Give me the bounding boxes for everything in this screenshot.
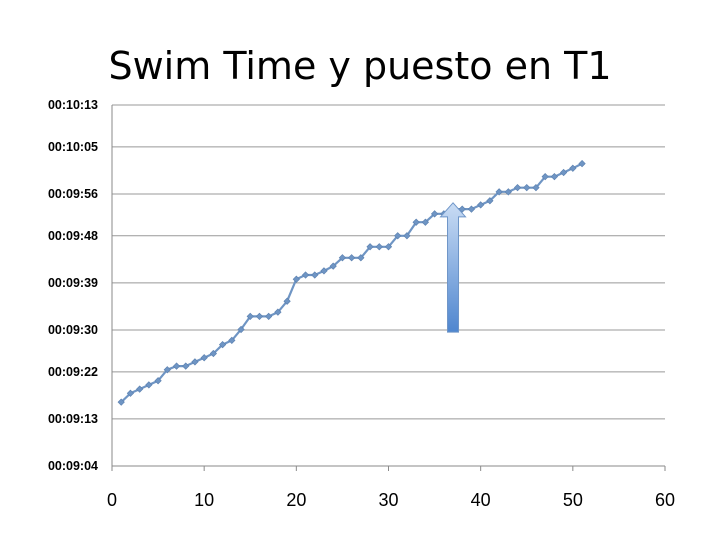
data-point: [338, 254, 347, 262]
data-point: [357, 254, 365, 262]
gridlines: [112, 104, 665, 420]
data-point: [523, 184, 531, 192]
series: [117, 159, 586, 406]
data-point: [163, 366, 171, 374]
data-point: [578, 159, 586, 168]
data-point: [301, 271, 310, 279]
data-point: [246, 312, 254, 320]
y-tick-label: 00:10:05: [48, 140, 98, 154]
data-point: [145, 381, 153, 389]
data-point: [559, 168, 568, 177]
y-tick-label: 00:09:48: [48, 229, 98, 243]
y-tick-label: 00:09:22: [48, 365, 98, 379]
x-tick-label: 60: [655, 490, 675, 510]
x-axis-ticks: 0 10 20 30 40 50 60: [107, 490, 675, 510]
data-point: [274, 308, 282, 316]
data-point: [292, 275, 300, 283]
data-point: [541, 173, 549, 181]
data-point: [209, 349, 218, 358]
data-point: [384, 243, 393, 251]
up-arrow-icon: [439, 202, 467, 333]
data-point: [430, 210, 439, 218]
data-point: [329, 262, 337, 270]
chart-title: Swim Time y puesto en T1: [108, 44, 612, 88]
x-tick-label: 20: [286, 490, 306, 510]
data-point: [154, 377, 162, 385]
data-point: [394, 232, 402, 240]
x-tick-label: 10: [194, 490, 214, 510]
data-point: [477, 201, 485, 209]
data-point: [200, 354, 208, 362]
data-point: [320, 267, 328, 275]
data-point: [136, 385, 144, 393]
axes: [111, 105, 666, 471]
y-tick-label: 00:09:30: [48, 323, 98, 337]
annotation-layer: [439, 202, 467, 333]
data-point: [182, 362, 190, 370]
data-point: [569, 164, 577, 172]
data-point: [172, 362, 181, 370]
x-tick-label: 40: [471, 490, 491, 510]
data-point: [467, 205, 476, 213]
x-tick-label: 0: [107, 490, 117, 510]
data-point: [375, 243, 383, 251]
data-point: [218, 340, 227, 349]
x-tick-label: 30: [378, 490, 398, 510]
data-point: [486, 197, 494, 205]
data-point: [283, 297, 291, 305]
y-tick-label: 00:09:39: [48, 276, 98, 290]
x-tick-label: 50: [563, 490, 583, 510]
data-point: [237, 325, 245, 334]
data-point: [348, 254, 356, 262]
y-tick-label: 00:10:13: [48, 98, 98, 112]
data-point: [504, 188, 512, 196]
data-point: [255, 312, 264, 320]
data-point: [126, 389, 135, 397]
y-tick-label: 00:09:56: [48, 187, 98, 201]
data-point: [265, 312, 273, 320]
y-tick-label: 00:09:04: [48, 459, 98, 473]
data-point: [403, 232, 411, 240]
data-point: [228, 336, 236, 345]
y-axis-ticks: 00:09:04 00:09:13 00:09:22 00:09:30 00:09:39…: [48, 98, 98, 473]
data-point: [421, 218, 429, 226]
data-point: [117, 398, 125, 406]
data-point: [191, 358, 199, 366]
data-point: [513, 184, 522, 192]
y-tick-label: 00:09:13: [48, 412, 98, 426]
data-point: [311, 271, 319, 279]
data-point: [366, 243, 374, 251]
data-point: [412, 218, 420, 226]
data-point: [550, 173, 559, 181]
data-point: [495, 188, 503, 196]
data-point: [532, 184, 540, 192]
